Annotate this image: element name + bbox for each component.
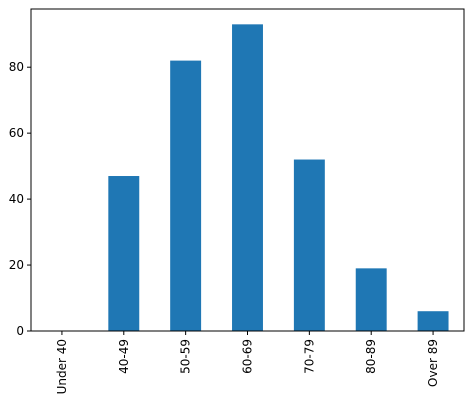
x-tick-label: 50-59 [179, 339, 193, 374]
y-tick-label: 20 [9, 258, 24, 272]
x-tick-label: Over 89 [426, 339, 440, 387]
x-tick-label: 60-69 [241, 339, 255, 374]
bar [417, 311, 449, 331]
y-tick-label: 80 [9, 60, 24, 74]
x-tick-label: 70-79 [302, 339, 316, 374]
plot-frame [30, 8, 465, 332]
bar [108, 176, 140, 331]
bar [232, 24, 263, 331]
bar [293, 159, 325, 331]
bar [355, 268, 387, 331]
y-tick-label: 60 [9, 126, 24, 140]
x-tick-label: 80-89 [364, 339, 378, 374]
x-tick-label: Under 40 [55, 339, 69, 394]
y-tick-label: 40 [9, 192, 24, 206]
bar [170, 60, 202, 331]
y-tick-label: 0 [16, 324, 24, 338]
x-tick-label: 40-49 [117, 339, 131, 374]
